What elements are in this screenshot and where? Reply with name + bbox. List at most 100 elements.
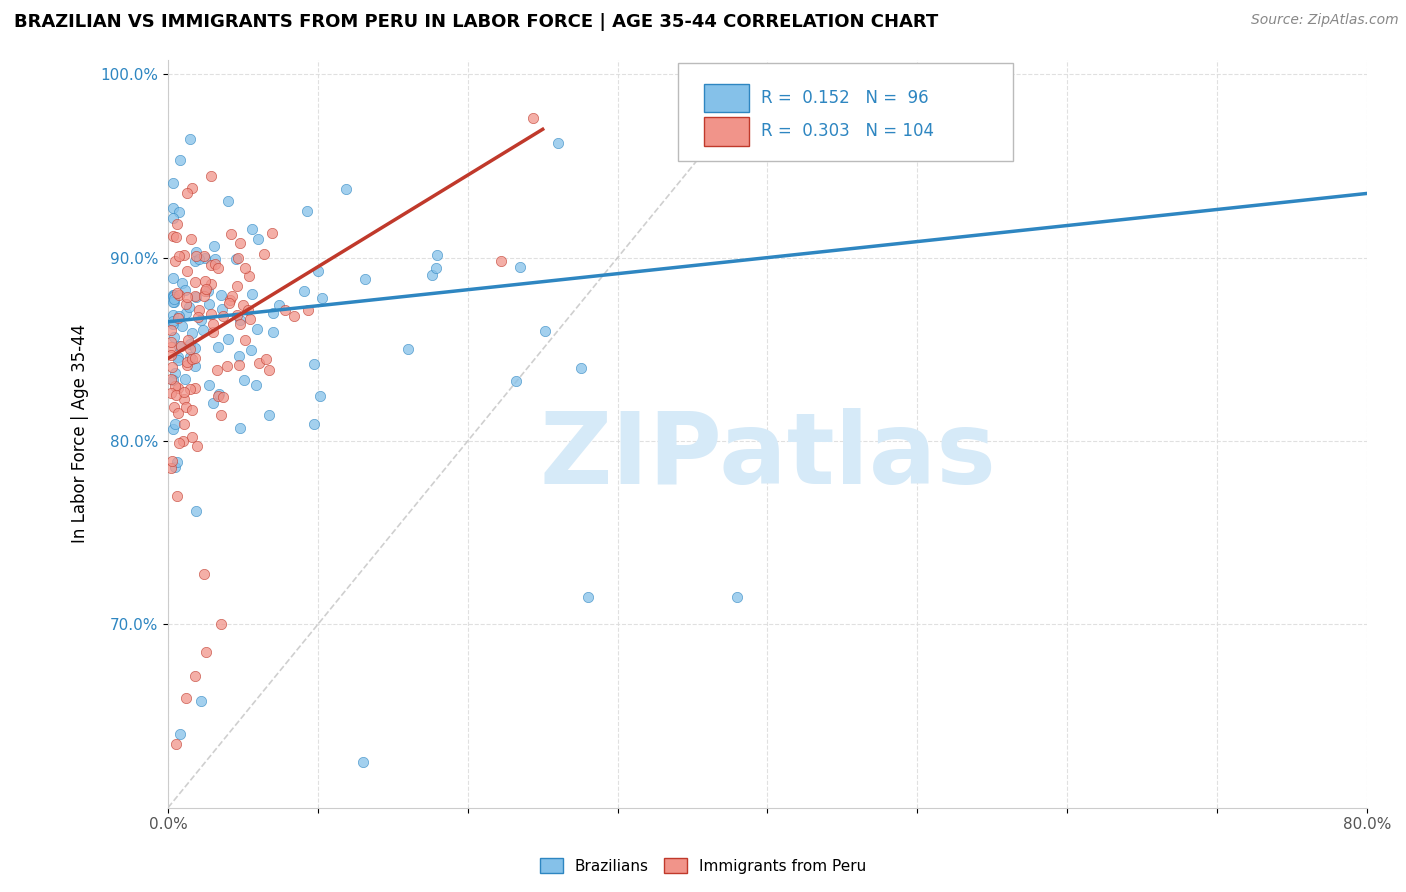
Point <box>172 318 194 333</box>
Point <box>209 287 232 301</box>
Point <box>167 249 190 263</box>
Point <box>162 290 184 304</box>
Text: Source: ZipAtlas.com: Source: ZipAtlas.com <box>1251 13 1399 28</box>
Point <box>547 136 569 151</box>
Point <box>229 317 252 331</box>
Point <box>162 308 184 322</box>
Point <box>184 276 207 290</box>
Point <box>166 286 188 301</box>
Point <box>226 278 249 293</box>
Point <box>262 326 284 340</box>
Point <box>162 228 184 243</box>
Point <box>180 326 202 341</box>
Point <box>163 254 186 268</box>
Point <box>160 340 183 354</box>
Point <box>240 286 263 301</box>
Point <box>233 260 256 275</box>
Y-axis label: In Labor Force | Age 35-44: In Labor Force | Age 35-44 <box>72 324 89 543</box>
Point <box>167 406 190 420</box>
Point <box>425 260 447 275</box>
Point <box>335 182 357 196</box>
Point <box>207 389 229 403</box>
Point <box>274 303 297 318</box>
Point <box>200 169 222 183</box>
Point <box>228 349 250 363</box>
Point <box>505 375 527 389</box>
Point <box>165 230 187 244</box>
Point <box>163 366 186 380</box>
Point <box>187 302 209 317</box>
Point <box>209 617 232 632</box>
Point <box>179 382 201 396</box>
Point <box>200 307 222 321</box>
Point <box>176 358 198 372</box>
Point <box>184 381 207 395</box>
Point <box>165 379 187 393</box>
Point <box>292 284 315 298</box>
Point <box>197 284 219 298</box>
Point <box>228 358 250 372</box>
Point <box>180 351 202 366</box>
Point <box>160 461 183 475</box>
Point <box>174 372 197 386</box>
Point <box>247 231 270 245</box>
Point <box>354 272 377 286</box>
Point <box>208 387 231 401</box>
Point <box>259 363 281 377</box>
Point <box>229 236 252 251</box>
Point <box>509 260 531 274</box>
Text: BRAZILIAN VS IMMIGRANTS FROM PERU IN LABOR FORCE | AGE 35-44 CORRELATION CHART: BRAZILIAN VS IMMIGRANTS FROM PERU IN LAB… <box>14 13 938 31</box>
Point <box>167 311 190 326</box>
Point <box>229 312 252 326</box>
Point <box>240 222 263 236</box>
Point <box>396 342 419 356</box>
Point <box>198 377 221 392</box>
FancyBboxPatch shape <box>678 63 1014 161</box>
Point <box>238 303 260 318</box>
Point <box>191 323 214 337</box>
Point <box>162 271 184 285</box>
Point <box>176 264 198 278</box>
Text: R =  0.152   N =  96: R = 0.152 N = 96 <box>762 88 929 107</box>
Point <box>169 727 191 741</box>
Point <box>167 435 190 450</box>
Point <box>576 590 599 604</box>
Point <box>233 333 256 347</box>
Point <box>177 334 200 348</box>
Point <box>162 373 184 387</box>
Point <box>205 363 228 377</box>
Point <box>307 264 329 278</box>
Point <box>176 186 198 201</box>
Point <box>162 287 184 301</box>
Point <box>162 454 184 468</box>
Point <box>162 317 184 331</box>
Point <box>569 361 592 376</box>
Point <box>186 249 208 263</box>
Point <box>184 359 207 374</box>
Point <box>297 303 319 318</box>
Point <box>225 252 247 267</box>
Point <box>202 325 225 339</box>
Point <box>179 351 201 365</box>
Point <box>167 381 190 395</box>
Point <box>180 231 202 245</box>
Point <box>181 181 204 195</box>
Point <box>217 359 239 374</box>
Point <box>190 694 212 708</box>
Point <box>200 258 222 272</box>
Point <box>166 454 188 468</box>
Point <box>202 239 225 253</box>
Point <box>169 153 191 167</box>
Point <box>162 422 184 436</box>
Point <box>184 341 207 355</box>
Bar <box>704 117 749 145</box>
Point <box>173 417 195 431</box>
Point <box>162 295 184 310</box>
Point <box>184 351 207 365</box>
Point <box>194 645 217 659</box>
Point <box>165 388 187 402</box>
Point <box>218 296 240 310</box>
Point <box>238 269 260 284</box>
Point <box>180 429 202 443</box>
Point <box>169 287 191 301</box>
